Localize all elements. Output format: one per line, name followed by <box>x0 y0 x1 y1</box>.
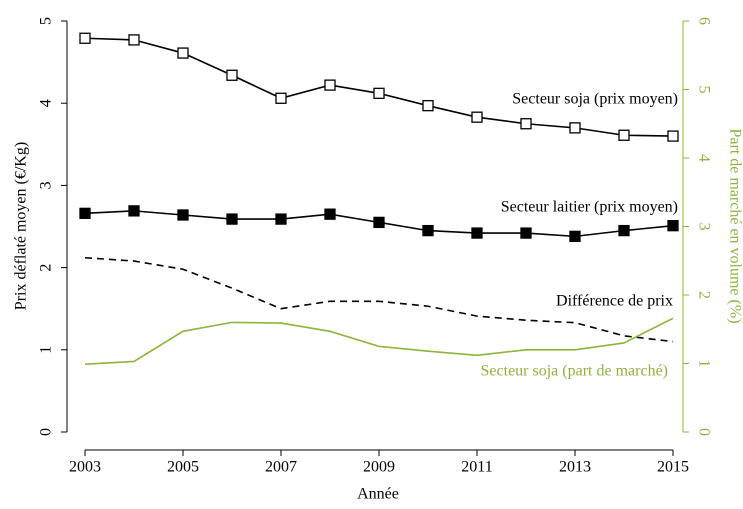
marker <box>667 220 679 232</box>
y2-tick-label: 4 <box>695 154 712 162</box>
x-tick-label: 2007 <box>265 459 297 476</box>
y2-tick-label: 5 <box>695 86 712 94</box>
series-label: Secteur soja (prix moyen) <box>512 91 678 108</box>
y-tick-label: 3 <box>38 181 55 189</box>
series-line <box>84 317 674 365</box>
marker <box>275 213 287 225</box>
marker <box>471 227 483 239</box>
marker <box>422 224 434 237</box>
marker <box>373 216 385 229</box>
x-tick-label: 2013 <box>559 459 591 476</box>
marker <box>226 69 238 81</box>
y-tick-label: 4 <box>38 99 55 107</box>
x-tick-label: 2005 <box>167 459 199 476</box>
y2-tick-label: 6 <box>695 17 712 25</box>
marker <box>618 129 630 141</box>
marker <box>618 224 630 237</box>
y-tick-label: 5 <box>38 17 55 25</box>
series-label: Secteur soja (part de marché) <box>481 363 668 380</box>
x-axis-label: Année <box>357 486 399 503</box>
marker <box>324 208 336 220</box>
series-line <box>84 256 674 343</box>
marker <box>226 213 238 225</box>
marker <box>177 47 189 59</box>
marker <box>569 122 581 134</box>
y2-axis-label: Part de marché en volume (%) <box>726 128 743 323</box>
marker <box>128 205 140 217</box>
y2-tick-label: 1 <box>695 360 712 368</box>
y-tick-label: 1 <box>38 346 55 354</box>
marker <box>373 87 385 99</box>
series-label: Secteur laitier (prix moyen) <box>501 199 678 216</box>
x-tick-label: 2009 <box>363 459 395 476</box>
y-axis-label: Prix déflaté moyen (€/Kg) <box>13 142 30 310</box>
y2-tick-label: 0 <box>695 428 712 436</box>
y2-tick-label: 2 <box>695 291 712 299</box>
y-tick-label: 2 <box>38 264 55 272</box>
marker <box>79 207 91 219</box>
marker <box>667 130 679 142</box>
x-tick-label: 2011 <box>461 459 492 476</box>
marker <box>471 111 483 123</box>
marker <box>79 32 91 44</box>
y2-tick-label: 3 <box>695 223 712 231</box>
marker <box>275 92 287 104</box>
marker <box>569 230 581 243</box>
marker <box>422 100 434 112</box>
marker <box>128 34 140 46</box>
marker <box>324 79 336 91</box>
series-label: Différence de prix <box>556 293 673 310</box>
series-line <box>84 37 674 137</box>
marker <box>177 209 189 221</box>
x-tick-label: 2003 <box>69 459 101 476</box>
x-tick-label: 2015 <box>657 459 689 476</box>
y-tick-label: 0 <box>38 428 55 436</box>
marker <box>520 118 532 130</box>
marker <box>520 227 532 239</box>
